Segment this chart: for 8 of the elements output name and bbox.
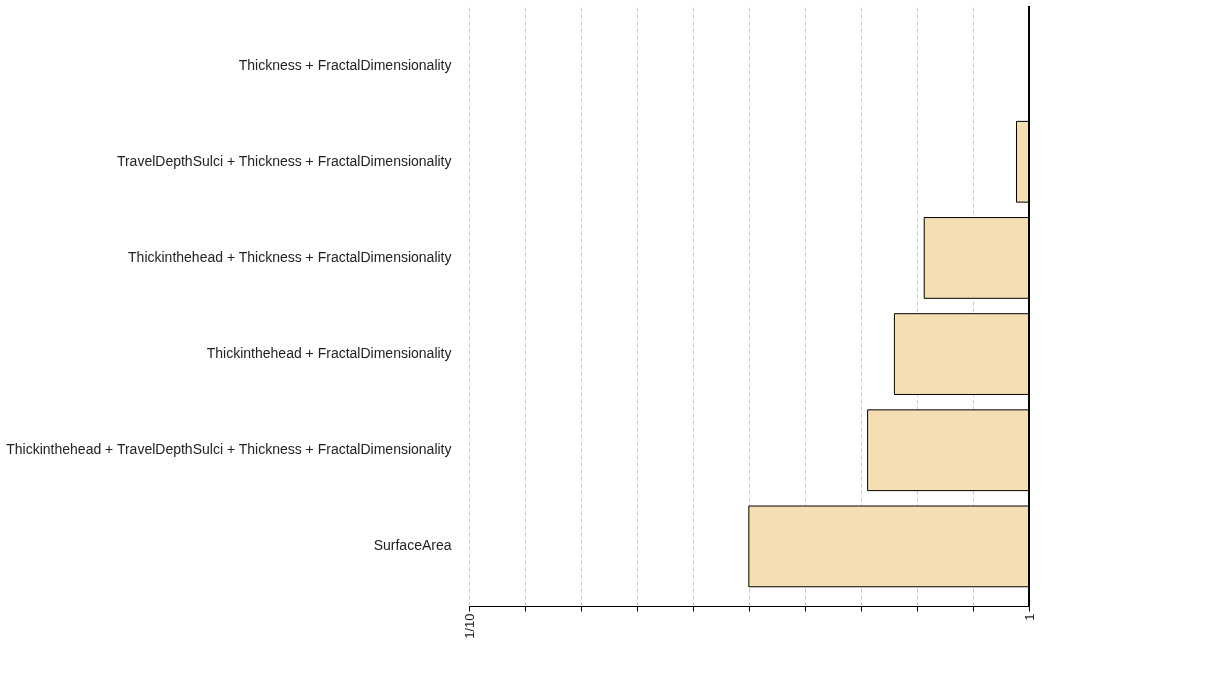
y-tick-label: SurfaceArea xyxy=(373,537,452,554)
x-tick-label: 1 xyxy=(1021,613,1037,621)
y-tick-label: Thickness + FractalDimensionality xyxy=(238,56,452,73)
x-tick-label: 1/10 xyxy=(461,613,477,639)
y-tick-label: Thickinthehead + FractalDimensionality xyxy=(206,345,452,362)
y-tick-label: Thickinthehead + Thickness + FractalDimensionality xyxy=(128,248,452,265)
y-tick-label: Thickinthehead + TravelDepthSulci + Thickness + FractalDimensionality xyxy=(6,441,452,458)
y-tick-label: TravelDepthSulci + Thickness + FractalDimensionality xyxy=(116,152,452,169)
